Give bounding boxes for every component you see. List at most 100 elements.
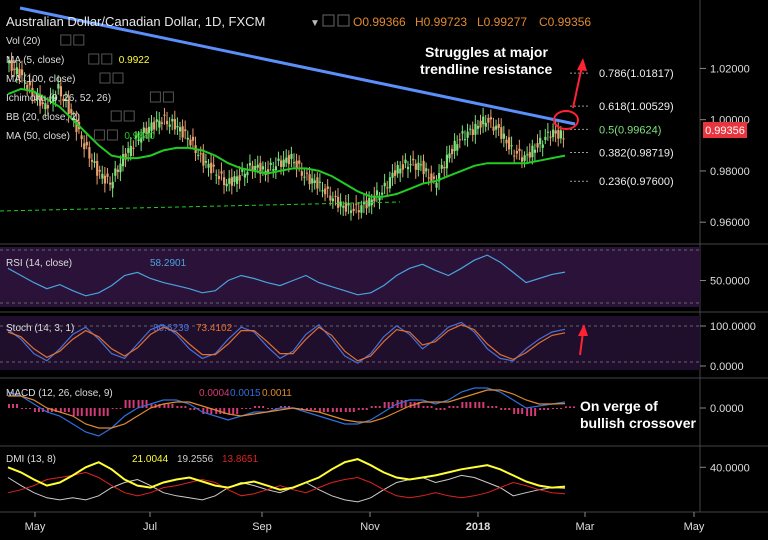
indicator-value: 0.9840 (124, 131, 155, 142)
candle-body (207, 163, 210, 168)
sub-axis-label: 0.0000 (710, 361, 744, 373)
macd-hist-bar (63, 408, 66, 412)
candle-body (230, 177, 233, 186)
candle-body (18, 68, 21, 79)
indicator-close-icon[interactable] (162, 91, 174, 103)
macd-hist-bar (335, 408, 338, 412)
macd-hist-bar (284, 406, 287, 408)
macd-hist-bar (430, 406, 433, 408)
candle-body (492, 126, 495, 131)
candle-body (528, 152, 531, 158)
candle-body (155, 119, 158, 122)
indicator-name[interactable]: MA (100, close) (6, 74, 75, 85)
candle-body (64, 99, 68, 101)
candle-body (280, 160, 283, 167)
macd-hist-bar (76, 408, 79, 416)
sub-axis-label: 50.0000 (710, 276, 750, 288)
macd-hist-bar (288, 406, 291, 408)
macd-hist-bar (513, 408, 516, 414)
candle-body (552, 129, 555, 138)
macd-hist-bar (67, 408, 70, 412)
trend-note-line2: trendline resistance (420, 61, 552, 77)
candle-body (103, 175, 107, 184)
candle-body (500, 127, 503, 139)
symbol-dropdown-icon[interactable]: ▼ (310, 18, 320, 29)
candle-body (497, 124, 500, 128)
macd-hist-bar (547, 408, 550, 410)
candle-body (98, 169, 101, 172)
macd-hist-bar (210, 408, 213, 414)
candle-body (274, 166, 278, 171)
indicator-settings-icon[interactable] (99, 72, 111, 84)
macd-hist-bar (28, 408, 31, 409)
macd-hist-bar (465, 402, 468, 408)
indicator-name[interactable]: MA (50, close) (6, 131, 70, 142)
macd-hist-bar (569, 406, 571, 408)
candle-body (114, 168, 117, 176)
macd-hist-bar (313, 408, 316, 410)
candle-body (241, 169, 244, 172)
macd-hist-bar (495, 406, 498, 408)
trendline-support[interactable] (0, 201, 401, 212)
macd-hist-bar (318, 408, 321, 412)
candle-body (49, 96, 52, 99)
candle-body (303, 176, 306, 178)
macd-hist-bar (128, 400, 131, 408)
candle-body (166, 120, 169, 125)
indicator-close-icon[interactable] (123, 110, 135, 122)
indicator-settings-icon[interactable] (88, 53, 100, 65)
candle-body (417, 162, 420, 170)
candle-body (202, 153, 205, 166)
indicator-settings-icon[interactable] (110, 110, 122, 122)
candle-body (352, 208, 355, 211)
macd-histogram (8, 400, 575, 416)
candle-body (502, 133, 506, 139)
symbol-title: Australian Dollar/Canadian Dollar, 1D, F… (6, 14, 265, 29)
candle-body (186, 137, 189, 140)
macd-hist-bar (236, 408, 239, 414)
indicator-name[interactable]: BB (20, close, 2) (6, 112, 80, 123)
macd-hist-bar (102, 408, 105, 416)
header-settings-icons[interactable] (322, 14, 350, 27)
resistance-circle (553, 110, 579, 130)
macd-hist-bar (202, 408, 205, 414)
last-price-text: 0.99356 (705, 125, 745, 137)
time-tick-label: Nov (360, 521, 380, 533)
macd-hist-bar (189, 408, 192, 410)
macd-hist-bar (352, 408, 355, 412)
macd-hist-bar (370, 406, 373, 408)
macd-hist-bar (326, 408, 329, 412)
candle-body (52, 95, 55, 103)
candle-body (26, 84, 29, 91)
candle-body (324, 188, 327, 195)
candle-body (461, 131, 464, 134)
indicator-settings-icon[interactable] (149, 91, 161, 103)
candle-body (212, 164, 215, 167)
fib-retracement: 0.786(1.01817) 0.618(1.00529) 0.5(0.99624)… (570, 68, 674, 188)
candle-body (456, 144, 459, 151)
last-price-badge: 0.99356 (703, 122, 747, 138)
up-arrow-price (572, 58, 587, 109)
indicator-settings-icon[interactable] (93, 129, 105, 141)
candle-body (518, 148, 521, 152)
candle-body (334, 195, 337, 197)
candle-body (300, 171, 303, 176)
indicator-name[interactable]: Vol (20) (6, 36, 40, 47)
macd-hist-bar (167, 404, 170, 408)
indicator-name[interactable]: Ichimoku (9, 26, 52, 26) (6, 93, 111, 104)
candle-body (124, 153, 127, 160)
indicator-close-icon[interactable] (73, 34, 85, 46)
candle-body (168, 124, 171, 127)
indicator-close-icon[interactable] (106, 129, 118, 141)
macd-signal-value: 0.0011 (262, 388, 292, 399)
indicator-close-icon[interactable] (112, 72, 124, 84)
macd-hist-bar (262, 406, 265, 408)
candle-body (267, 169, 270, 174)
price-tick-label: 0.98000 (710, 166, 750, 178)
macd-hist-bar (206, 408, 209, 414)
indicator-settings-icon[interactable] (60, 34, 72, 46)
indicator-close-icon[interactable] (101, 53, 113, 65)
trendline-resistance[interactable] (19, 6, 576, 126)
indicator-name[interactable]: MA (5, close) (6, 55, 64, 66)
candle-body (445, 154, 449, 169)
